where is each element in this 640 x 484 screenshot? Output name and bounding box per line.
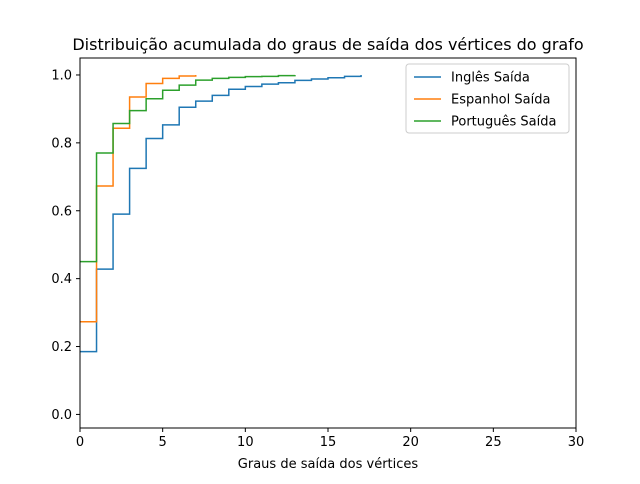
y-tick-label: 0.2 — [51, 340, 72, 355]
x-tick-label: 15 — [320, 435, 337, 450]
series-line-3 — [80, 74, 296, 263]
x-tick-label: 0 — [76, 435, 84, 450]
legend-box — [405, 63, 570, 134]
x-tick-label: 25 — [485, 435, 502, 450]
x-tick-label: 20 — [402, 435, 419, 450]
x-tick-label: 5 — [159, 435, 167, 450]
series-line-1 — [80, 74, 362, 353]
legend-label-2: Espanhol Saída — [451, 93, 550, 108]
y-tick-label: 0.0 — [51, 408, 72, 423]
y-tick-label: 0.8 — [51, 136, 72, 151]
y-tick-label: 0.4 — [51, 272, 72, 287]
legend-label-3: Português Saída — [451, 115, 556, 130]
y-tick-label: 0.6 — [51, 204, 72, 219]
legend: Inglês Saída Espanhol Saída Português Saíd… — [405, 63, 570, 134]
ticks-layer: 0 5 10 15 20 25 30 0.0 0.2 0.4 0.6 0.8 1.0 — [51, 68, 584, 450]
chart-title: Distribuição acumulada do graus de saída… — [72, 35, 583, 54]
legend-label-1: Inglês Saída — [451, 71, 530, 86]
x-tick-label: 10 — [237, 435, 254, 450]
x-tick-label: 30 — [568, 435, 585, 450]
x-axis-label: Graus de saída dos vértices — [238, 457, 419, 472]
series-line-2 — [80, 74, 197, 323]
series-layer — [80, 74, 362, 353]
axes-frame — [79, 57, 577, 429]
y-tick-label: 1.0 — [51, 68, 72, 83]
